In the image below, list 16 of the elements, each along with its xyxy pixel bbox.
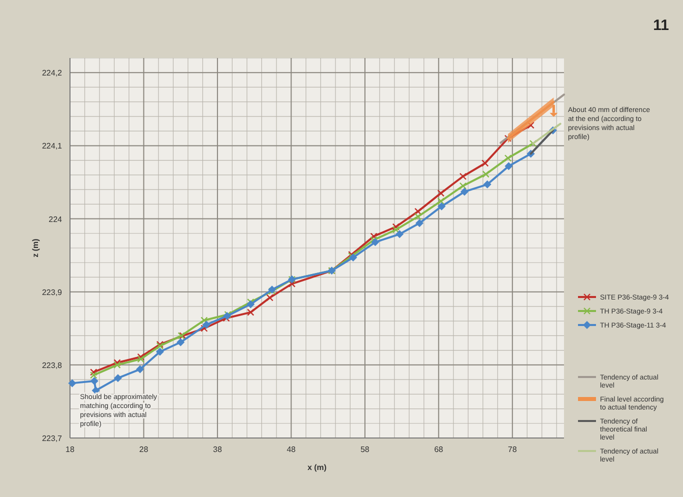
y-tick-label: 224 xyxy=(48,214,63,224)
y-tick-label: 223,9 xyxy=(42,288,63,297)
x-tick-label: 38 xyxy=(213,445,222,454)
y-tick-label: 223,7 xyxy=(42,434,63,443)
y-tick-label: 223,8 xyxy=(42,360,63,370)
x-tick-label: 78 xyxy=(508,445,518,454)
x-tick-label: 68 xyxy=(434,445,444,454)
y-tick-label: 224,2 xyxy=(42,68,63,78)
y-axis-title: z (m) xyxy=(31,238,40,258)
x-axis-title: x (m) xyxy=(307,463,327,472)
x-tick-label: 28 xyxy=(139,445,149,454)
text: 11 xyxy=(653,17,669,34)
x-tick-label: 48 xyxy=(286,445,296,454)
y-tick-label: 224,1 xyxy=(42,142,63,151)
x-tick-label: 18 xyxy=(66,445,75,454)
x-tick-label: 58 xyxy=(360,445,370,454)
